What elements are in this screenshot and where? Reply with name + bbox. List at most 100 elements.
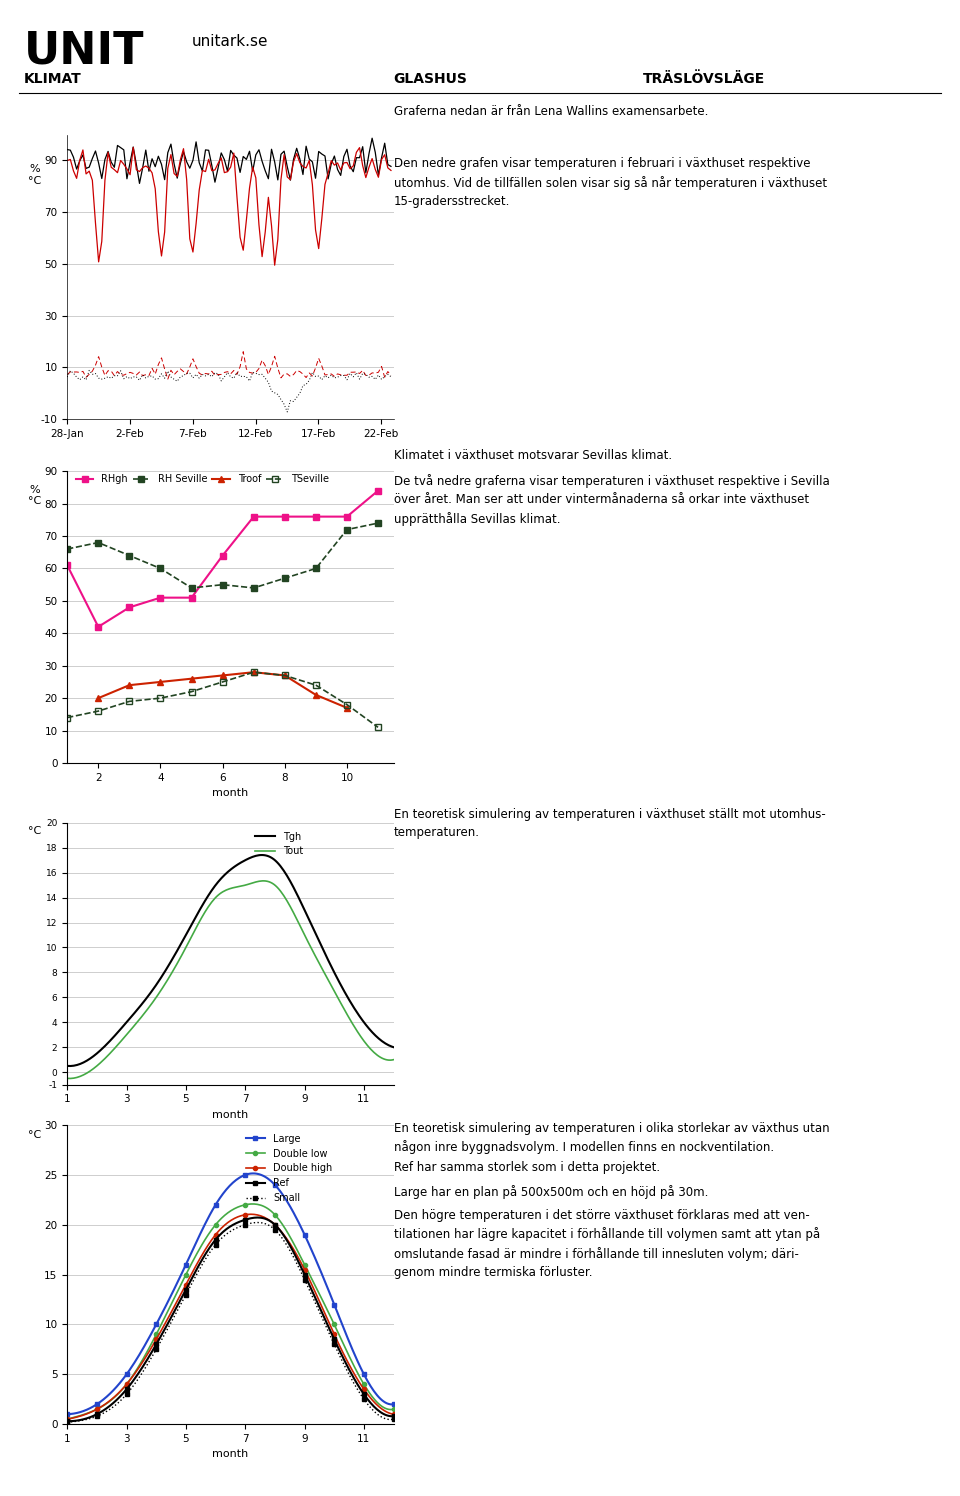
Tout bbox=[124, 1022, 135, 1040]
Legend: Large, Double low, Double high, Ref, Small: Large, Double low, Double high, Ref, Sma… bbox=[242, 1129, 336, 1207]
Tgh bbox=[61, 1056, 73, 1074]
TSeville bbox=[248, 663, 259, 681]
TSeville bbox=[61, 709, 73, 727]
Ref bbox=[61, 1412, 73, 1430]
RH Seville bbox=[310, 560, 322, 577]
Text: KLIMAT: KLIMAT bbox=[24, 72, 82, 85]
Double high bbox=[149, 1334, 160, 1352]
Small bbox=[252, 1213, 263, 1231]
Legend: RH out, RH gh, Tgh, Tout: RH out, RH gh, Tgh, Tout bbox=[109, 504, 351, 522]
TSeville bbox=[310, 676, 322, 694]
Text: UNIT: UNIT bbox=[24, 30, 145, 73]
Line: Large: Large bbox=[67, 1173, 394, 1414]
Line: Ref: Ref bbox=[67, 1218, 394, 1421]
RH Seville bbox=[217, 576, 228, 594]
Text: GLASHUS: GLASHUS bbox=[394, 72, 468, 85]
Tout bbox=[83, 1064, 94, 1082]
Text: Den nedre grafen visar temperaturen i februari i växthuset respektive
utomhus. V: Den nedre grafen visar temperaturen i fe… bbox=[394, 157, 827, 208]
RH Seville bbox=[155, 560, 166, 577]
Line: Tgh: Tgh bbox=[67, 856, 394, 1067]
Ref bbox=[373, 1402, 385, 1420]
Text: unitark.se: unitark.se bbox=[192, 34, 269, 49]
Double low bbox=[373, 1394, 385, 1412]
Tgh bbox=[76, 1055, 87, 1073]
Tgh bbox=[374, 1031, 386, 1049]
Small bbox=[373, 1406, 385, 1424]
Tgh bbox=[124, 1010, 135, 1028]
Troof bbox=[310, 685, 322, 705]
Large bbox=[388, 1396, 399, 1414]
Line: TSeville: TSeville bbox=[64, 669, 381, 730]
Text: Den högre temperaturen i det större växthuset förklaras med att ven-
tilationen : Den högre temperaturen i det större växt… bbox=[394, 1209, 820, 1279]
Large bbox=[373, 1388, 385, 1406]
RHgh bbox=[248, 507, 259, 525]
Large bbox=[362, 1372, 373, 1390]
Troof bbox=[279, 667, 291, 685]
Tgh bbox=[64, 1058, 76, 1076]
Troof bbox=[186, 670, 198, 688]
Double high bbox=[245, 1206, 256, 1224]
Tout bbox=[150, 989, 161, 1007]
TSeville bbox=[279, 667, 291, 685]
RH Seville bbox=[341, 521, 352, 539]
TSeville bbox=[372, 718, 384, 736]
Tout bbox=[258, 872, 270, 890]
Troof bbox=[341, 699, 352, 717]
Double low bbox=[247, 1195, 258, 1213]
Tout bbox=[388, 1050, 399, 1068]
RH Seville bbox=[61, 540, 73, 558]
Line: Small: Small bbox=[67, 1222, 394, 1423]
Text: TRÄSLÖVSLÄGE: TRÄSLÖVSLÄGE bbox=[643, 72, 765, 85]
Large bbox=[122, 1363, 133, 1381]
Line: Double low: Double low bbox=[67, 1204, 394, 1420]
Large bbox=[61, 1405, 73, 1423]
Double low bbox=[122, 1373, 133, 1391]
RH Seville bbox=[248, 579, 259, 597]
Large bbox=[82, 1400, 93, 1418]
RH Seville bbox=[124, 546, 135, 564]
Small bbox=[362, 1394, 373, 1412]
TSeville bbox=[186, 682, 198, 700]
Line: Troof: Troof bbox=[95, 669, 349, 711]
RHgh bbox=[372, 482, 384, 500]
Tgh bbox=[363, 1020, 374, 1038]
Large bbox=[149, 1319, 160, 1337]
Double high bbox=[373, 1397, 385, 1415]
Y-axis label: %
°C: % °C bbox=[28, 165, 41, 186]
Tgh bbox=[256, 847, 268, 865]
Ref bbox=[122, 1379, 133, 1397]
TSeville bbox=[217, 673, 228, 691]
RH Seville bbox=[372, 515, 384, 533]
TSeville bbox=[155, 690, 166, 708]
TSeville bbox=[341, 696, 352, 714]
Text: Graferna nedan är från Lena Wallins examensarbete.: Graferna nedan är från Lena Wallins exam… bbox=[394, 105, 708, 118]
Ref bbox=[75, 1411, 86, 1429]
Double high bbox=[122, 1373, 133, 1391]
RHgh bbox=[124, 598, 135, 616]
Tout bbox=[76, 1067, 87, 1085]
Troof bbox=[92, 690, 104, 708]
Ref bbox=[149, 1339, 160, 1357]
RHgh bbox=[279, 507, 291, 525]
Tout bbox=[363, 1038, 374, 1056]
Double low bbox=[61, 1411, 73, 1429]
Double high bbox=[388, 1405, 399, 1423]
Y-axis label: %
°C: % °C bbox=[28, 485, 41, 506]
Troof bbox=[248, 663, 259, 681]
Small bbox=[82, 1411, 93, 1429]
Small bbox=[122, 1384, 133, 1402]
Line: RHgh: RHgh bbox=[64, 488, 381, 630]
Tgh bbox=[388, 1038, 399, 1056]
Small bbox=[75, 1412, 86, 1430]
X-axis label: month: month bbox=[212, 788, 249, 799]
RHgh bbox=[92, 618, 104, 636]
Double low bbox=[82, 1405, 93, 1423]
RH Seville bbox=[92, 534, 104, 552]
Ref bbox=[252, 1209, 263, 1227]
Ref bbox=[82, 1409, 93, 1427]
RHgh bbox=[310, 507, 322, 525]
RH Seville bbox=[186, 579, 198, 597]
Text: En teoretisk simulering av temperaturen i växthuset ställt mot utomhus-
temperat: En teoretisk simulering av temperaturen … bbox=[394, 808, 826, 839]
RHgh bbox=[341, 507, 352, 525]
Line: Double high: Double high bbox=[67, 1215, 394, 1420]
